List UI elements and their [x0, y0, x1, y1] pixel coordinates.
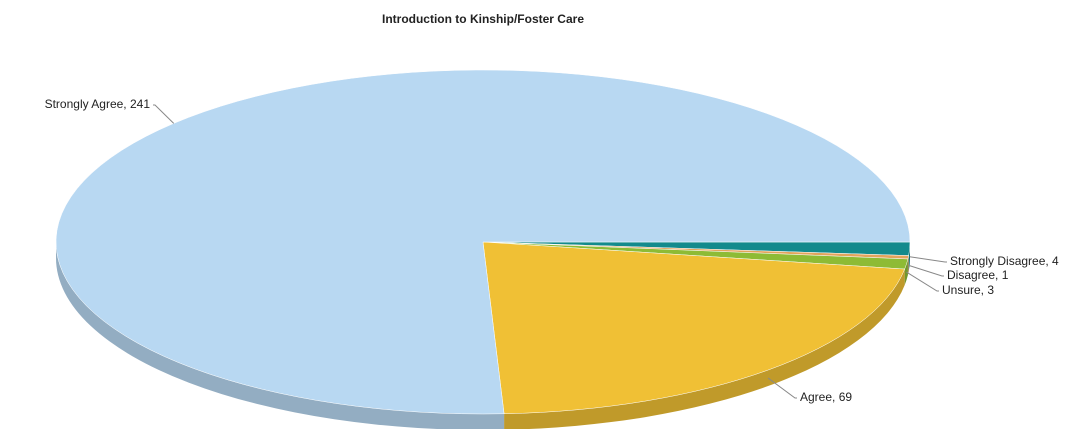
- leader-line: [767, 377, 797, 399]
- slice-side: [904, 258, 908, 286]
- slice: [482, 241, 906, 415]
- data-label: Strongly Disagree, 4: [950, 254, 1059, 268]
- leader-line: [908, 264, 944, 277]
- leader-line: [153, 104, 175, 124]
- slice-side: [907, 255, 909, 275]
- data-label: Unsure, 3: [942, 283, 994, 297]
- slice-side: [504, 269, 905, 430]
- data-label: Strongly Agree, 241: [45, 97, 151, 111]
- data-label: Disagree, 1: [947, 268, 1009, 282]
- data-label: Agree, 69: [800, 390, 852, 404]
- slice: [55, 69, 911, 415]
- chart-title: Introduction to Kinship/Foster Care: [382, 12, 584, 26]
- leader-line: [906, 271, 939, 292]
- leader-line: [909, 256, 947, 263]
